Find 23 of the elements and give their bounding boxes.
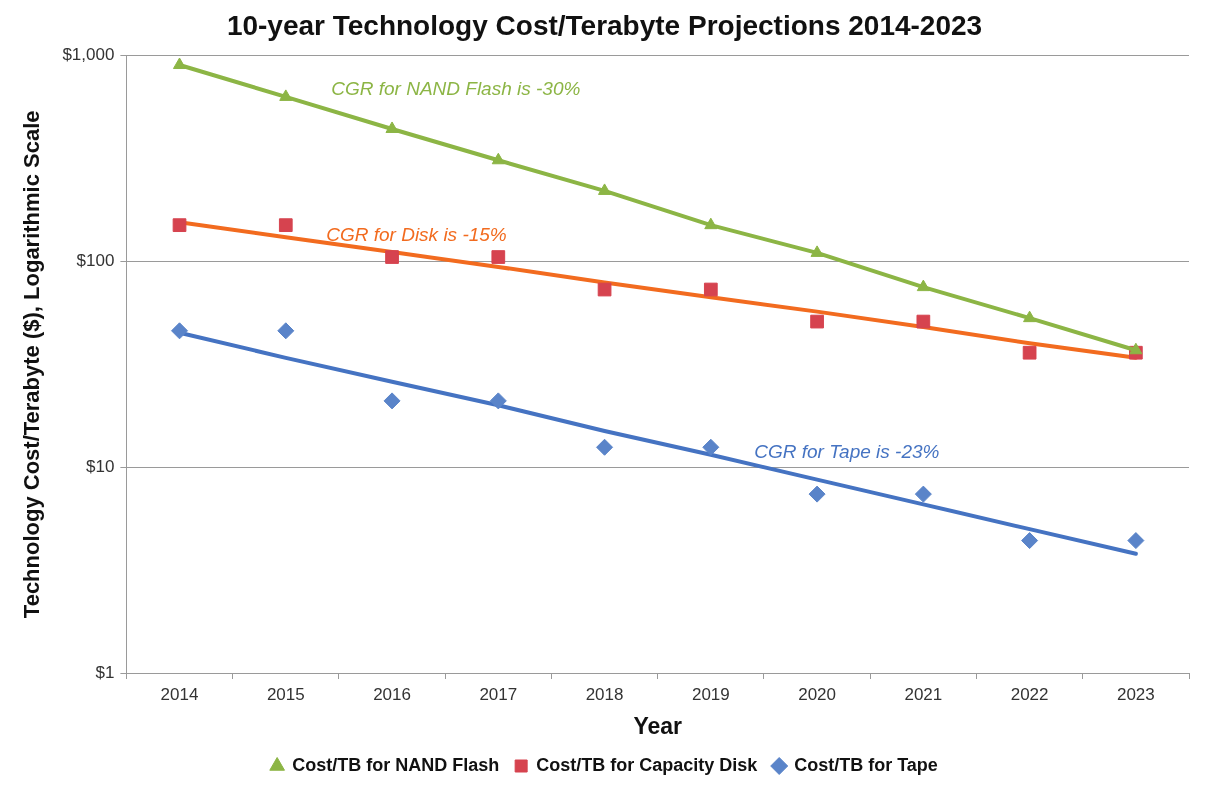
y-tick-label: $1 — [95, 662, 115, 682]
y-tick-label: $100 — [76, 251, 115, 271]
y-tick-label: $1,000 — [62, 45, 115, 65]
annotation: CGR for NAND Flash is -30% — [331, 77, 581, 99]
x-tick-label: 2018 — [585, 684, 624, 704]
x-tick-label: 2021 — [904, 684, 943, 704]
legend-label: Cost/TB for Tape — [794, 754, 938, 775]
x-tick-label: 2019 — [691, 684, 730, 704]
x-tick-label: 2022 — [1010, 684, 1049, 704]
x-tick-label: 2020 — [798, 684, 836, 704]
annotation: CGR for Tape is -23% — [754, 440, 940, 462]
chart-title: 10-year Technology Cost/Terabyte Projections 2014-2023 — [226, 9, 983, 41]
x-tick-label: 2017 — [479, 684, 518, 704]
x-axis-title: Year — [633, 712, 683, 739]
legend-label: Cost/TB for Capacity Disk — [536, 754, 759, 775]
annotation: CGR for Disk is -15% — [326, 223, 507, 245]
x-tick-label: 2023 — [1116, 684, 1155, 704]
x-tick-label: 2014 — [160, 684, 199, 704]
legend-label: Cost/TB for NAND Flash — [292, 754, 500, 775]
x-tick-label: 2016 — [373, 684, 411, 704]
y-tick-label: $10 — [86, 456, 115, 476]
y-axis-title: Technology Cost/Terabyte ($), Logarithmic Scale — [19, 110, 45, 619]
x-tick-label: 2015 — [266, 684, 305, 704]
